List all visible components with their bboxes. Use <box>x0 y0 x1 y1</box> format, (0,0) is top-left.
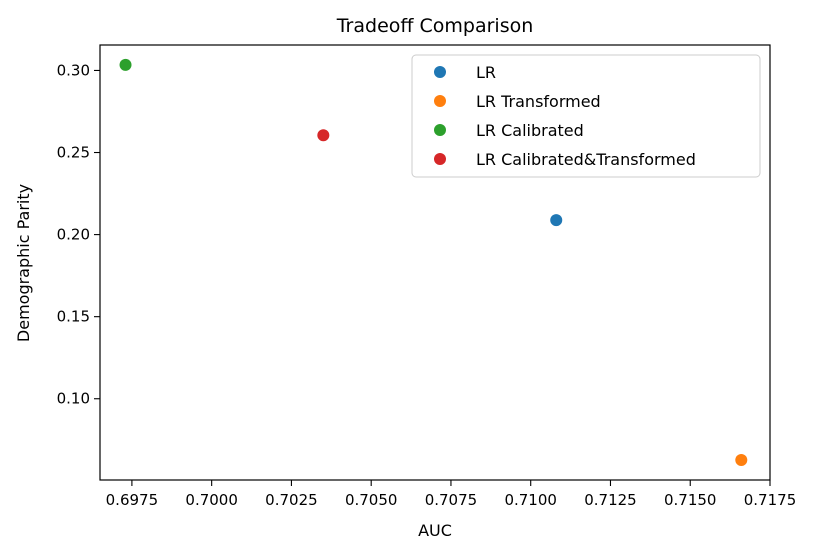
legend-marker <box>434 66 446 78</box>
legend-marker <box>434 124 446 136</box>
data-point-series-0 <box>550 214 563 227</box>
x-axis-ticks: 0.6975 0.7000 0.7025 0.7050 0.7075 0.7100 0.71… <box>106 480 797 509</box>
y-tick-label: 0.30 <box>57 61 90 79</box>
data-point-series-2 <box>119 58 132 71</box>
chart-title: Tradeoff Comparison <box>336 15 534 37</box>
legend-marker <box>434 153 446 165</box>
x-axis-label: AUC <box>418 521 452 540</box>
plot-area <box>99 44 771 481</box>
data-point-series-1 <box>735 453 748 466</box>
y-tick-label: 0.10 <box>57 390 90 408</box>
x-tick-label: 0.7100 <box>504 491 557 509</box>
legend: LR LR Transformed LR Calibrated LR Calibrat… <box>411 54 761 178</box>
y-axis-label: Demographic Parity <box>14 184 33 342</box>
y-axis-ticks: 0.10 0.15 0.20 0.25 0.30 <box>57 61 100 408</box>
y-tick-label: 0.25 <box>57 144 90 162</box>
x-tick-label: 0.7125 <box>584 491 637 509</box>
data-point-series-3 <box>317 129 330 142</box>
x-tick-label: 0.7175 <box>744 491 797 509</box>
x-tick-label: 0.6975 <box>106 491 159 509</box>
data-points <box>119 58 748 466</box>
legend-label: LR Calibrated <box>476 121 584 140</box>
y-tick-label: 0.20 <box>57 226 90 244</box>
x-tick-label: 0.7150 <box>664 491 717 509</box>
legend-label: LR Transformed <box>476 92 601 111</box>
x-tick-label: 0.7075 <box>425 491 478 509</box>
x-tick-label: 0.7050 <box>345 491 398 509</box>
legend-label: LR Calibrated&Transformed <box>476 150 696 169</box>
x-tick-label: 0.7000 <box>185 491 238 509</box>
legend-label: LR <box>476 63 496 82</box>
x-tick-label: 0.7025 <box>265 491 318 509</box>
y-tick-label: 0.15 <box>57 308 90 326</box>
legend-marker <box>434 95 446 107</box>
legend-box <box>411 54 761 178</box>
axes-frame <box>99 44 771 481</box>
